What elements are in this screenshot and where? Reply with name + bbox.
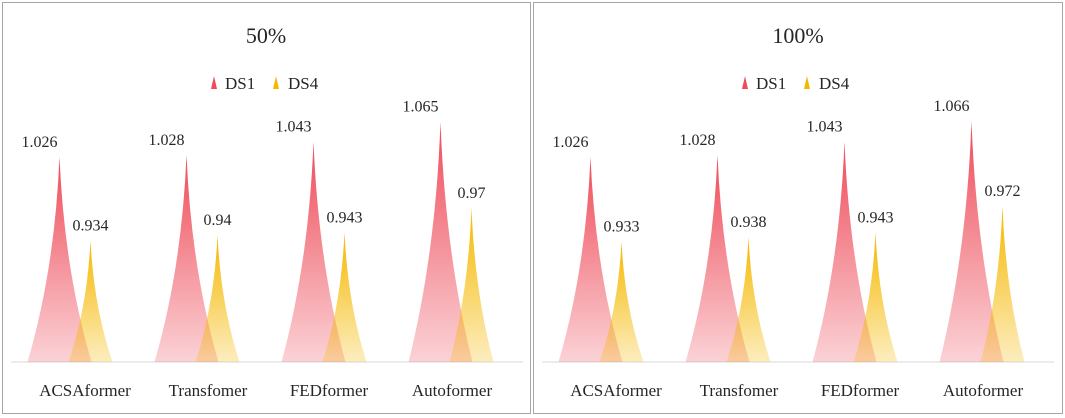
- plot-area: 1.026 1.028 1.043 1.066 0.933 0.938 0.943 0.972: [553, 98, 1025, 362]
- data-label: 1.065: [403, 99, 439, 116]
- bar-ds4: [980, 206, 1025, 362]
- category-label: ACSAformer: [39, 381, 131, 400]
- data-label: 0.938: [731, 214, 767, 231]
- category-label: Autoformer: [412, 381, 493, 400]
- bar-ds1: [812, 141, 877, 362]
- legend-label-ds4: DS4: [288, 74, 319, 93]
- bar-ds1: [939, 120, 1004, 362]
- bar-ds1: [27, 157, 92, 362]
- legend: DS1 DS4: [211, 74, 319, 93]
- chart-title: 50%: [246, 23, 286, 48]
- chart-svg-100: 100% DS1 DS4 1.026 1.028 1.043 1.066 0.933 0.…: [542, 23, 1054, 400]
- data-label: 1.066: [934, 98, 970, 115]
- bar-ds4: [599, 241, 644, 362]
- data-label: 1.028: [149, 132, 185, 149]
- legend-swatch-ds4: [804, 76, 810, 89]
- legend-label-ds4: DS4: [819, 74, 850, 93]
- bar-ds1: [408, 121, 473, 362]
- legend-label-ds1: DS1: [225, 74, 255, 93]
- legend-swatch-ds1: [211, 76, 217, 89]
- bar-ds4: [68, 240, 113, 362]
- category-label: Autoformer: [943, 381, 1024, 400]
- bar-ds1: [685, 155, 750, 362]
- category-label: Transfomer: [169, 381, 248, 400]
- category-label: FEDformer: [821, 381, 900, 400]
- legend: DS1 DS4: [742, 74, 850, 93]
- chart-title: 100%: [772, 23, 823, 48]
- legend-label-ds1: DS1: [756, 74, 786, 93]
- data-label: 0.934: [73, 217, 109, 234]
- category-label: ACSAformer: [570, 381, 662, 400]
- data-label: 0.94: [204, 212, 232, 229]
- legend-swatch-ds1: [742, 76, 748, 89]
- bar-ds4: [726, 236, 771, 362]
- bar-ds1: [558, 157, 623, 362]
- chart-svg-50: 50% DS1 DS4 1.026 1.028 1.043 1.065 0.934 0.9…: [11, 23, 523, 400]
- bar-ds4: [853, 232, 898, 362]
- data-label: 1.028: [680, 132, 716, 149]
- data-label: 1.026: [553, 134, 589, 151]
- category-label: Transfomer: [700, 381, 779, 400]
- category-labels: ACSAformer Transfomer FEDformer Autoform…: [39, 381, 492, 400]
- data-label: 0.943: [327, 209, 363, 226]
- data-label: 1.026: [22, 134, 58, 151]
- category-label: FEDformer: [290, 381, 369, 400]
- bar-ds1: [281, 141, 346, 362]
- data-label: 0.933: [604, 218, 640, 235]
- legend-swatch-ds4: [273, 76, 279, 89]
- data-label: 1.043: [807, 119, 843, 136]
- data-label: 1.043: [276, 119, 312, 136]
- bar-ds4: [195, 235, 240, 362]
- data-label: 0.97: [458, 185, 486, 202]
- bar-ds4: [322, 232, 367, 362]
- chart-panel-50: 50% DS1 DS4 1.026 1.028 1.043 1.065 0.934 0.9…: [2, 2, 531, 414]
- data-label: 0.943: [858, 209, 894, 226]
- bar-ds1: [154, 155, 219, 362]
- chart-panel-100: 100% DS1 DS4 1.026 1.028 1.043 1.066 0.933 0.…: [533, 2, 1063, 414]
- bar-ds4: [449, 207, 494, 362]
- plot-area: 1.026 1.028 1.043 1.065 0.934 0.94 0.943 0.97: [22, 99, 494, 362]
- category-labels: ACSAformer Transfomer FEDformer Autoform…: [570, 381, 1023, 400]
- data-label: 0.972: [985, 183, 1021, 200]
